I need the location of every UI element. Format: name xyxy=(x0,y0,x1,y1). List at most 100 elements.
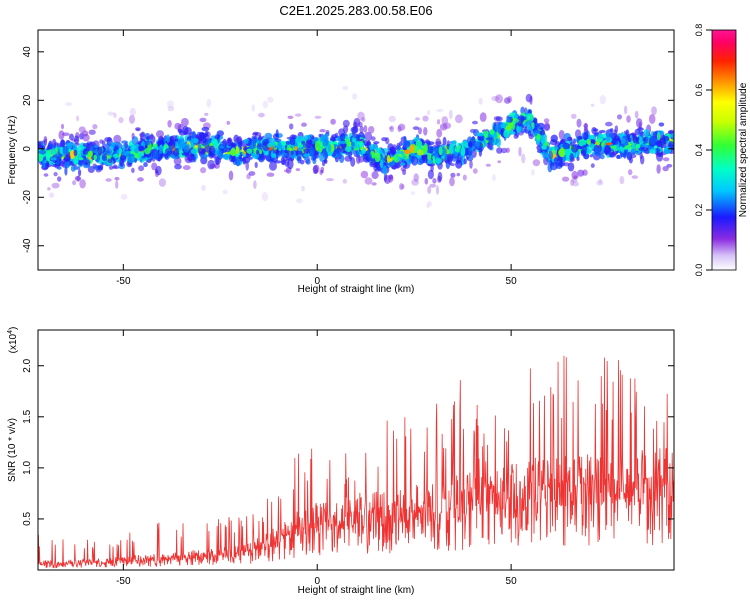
spectrogram-cell xyxy=(589,154,593,158)
spectrogram-cell xyxy=(104,147,112,156)
spectrogram-cell xyxy=(113,112,117,119)
spectrogram-cell xyxy=(207,159,215,170)
spectrogram-cell xyxy=(635,137,640,145)
spectrogram-cell xyxy=(541,145,547,150)
spectrogram-cell xyxy=(166,100,174,108)
spectrogram-cell xyxy=(614,125,619,133)
spectrogram-cell xyxy=(505,147,510,153)
spectrogram-cell xyxy=(64,157,71,162)
colorbar-tick-label: 0.0 xyxy=(694,264,704,277)
spectrogram-cell xyxy=(576,118,582,128)
spectrogram-cell xyxy=(126,153,135,157)
spectrogram-cell xyxy=(429,183,437,188)
spectrogram-cell xyxy=(84,162,88,166)
spectrogram-cell xyxy=(564,148,570,156)
spectrogram-cell xyxy=(38,150,47,155)
spectrogram-cell xyxy=(47,187,51,191)
spectrogram-cell xyxy=(253,180,257,190)
spectrogram-cell xyxy=(416,158,424,166)
spectrogram-cell xyxy=(427,153,432,162)
spectrogram-cells xyxy=(38,85,674,209)
spectrogram-cell xyxy=(229,142,237,147)
spectrogram-cell xyxy=(525,120,533,125)
spectrogram-cell xyxy=(296,150,303,155)
spectrogram-cell xyxy=(238,154,243,160)
spectrogram-cell xyxy=(469,160,473,169)
colorbar: 0.0 0.2 0.4 0.6 0.8 Normalized spectral ampl… xyxy=(694,24,749,277)
spectrogram-xtick-label: 50 xyxy=(506,276,518,287)
spectrogram-cell xyxy=(379,149,384,154)
spectrogram-cell xyxy=(562,142,570,150)
spectrogram-cell xyxy=(531,122,535,130)
spectrogram-cell xyxy=(553,157,559,165)
spectrogram-cell xyxy=(460,146,466,157)
spectrogram-cell xyxy=(361,147,366,154)
spectrogram-cell xyxy=(324,150,328,160)
snr-ytick-label: 1.5 xyxy=(22,409,33,423)
spectrogram-cell xyxy=(437,171,443,182)
spectrogram-cell xyxy=(78,126,86,133)
spectrogram-cell xyxy=(275,149,279,159)
spectrogram-cell xyxy=(356,154,361,165)
spectrogram-cell xyxy=(58,130,65,140)
spectrogram-cell xyxy=(73,149,78,157)
spectrogram-cell xyxy=(285,140,292,145)
spectrogram-cell xyxy=(303,153,310,158)
spectrogram-cell xyxy=(423,127,428,136)
spectrogram-cell xyxy=(587,139,591,145)
spectrogram-cell xyxy=(496,147,503,154)
spectrogram-cell xyxy=(436,108,444,113)
spectrogram-cell xyxy=(449,177,455,187)
snr-exponent-label: (x104) xyxy=(7,327,19,354)
spectrogram-cell xyxy=(389,126,393,130)
spectrogram-cell xyxy=(413,173,419,183)
spectrogram-cell xyxy=(571,177,578,183)
spectrogram-cell xyxy=(449,109,453,120)
spectrogram-cell xyxy=(43,173,49,177)
spectrogram-cell xyxy=(201,184,206,191)
spectrogram-cell xyxy=(368,153,372,161)
snr-ytick-label: 0.5 xyxy=(22,512,33,526)
spectrogram-cell xyxy=(313,136,319,142)
spectrogram-cell xyxy=(301,122,307,127)
spectrogram-cell xyxy=(400,167,407,172)
spectrogram-cell xyxy=(301,185,305,192)
spectrogram-cell xyxy=(254,161,258,169)
snr-line xyxy=(38,355,674,569)
spectrogram-cell xyxy=(386,154,391,164)
spectrogram-cell xyxy=(605,133,610,142)
spectrogram-cell xyxy=(398,123,406,131)
spectrogram-cell xyxy=(101,153,107,162)
spectrogram-cell xyxy=(255,149,260,155)
spectrogram-cell xyxy=(663,135,670,142)
spectrogram-cell xyxy=(396,150,405,154)
spectrogram-cell xyxy=(463,139,469,149)
spectrogram-cell xyxy=(435,157,443,164)
spectrogram-cell xyxy=(153,151,159,160)
spectrogram-cell xyxy=(599,154,605,160)
spectrogram-cell xyxy=(387,150,391,157)
spectrogram-cell xyxy=(206,98,212,108)
spectrogram-cell xyxy=(400,162,406,166)
spectrogram-cell xyxy=(226,120,231,125)
spectrogram-cell xyxy=(576,156,580,161)
spectrogram-cell xyxy=(651,106,657,116)
spectrogram-cell xyxy=(258,136,263,141)
spectrogram-cell xyxy=(193,137,197,143)
spectrogram-cell xyxy=(637,127,644,131)
spectrogram-cell xyxy=(415,140,423,150)
spectrogram-cell xyxy=(456,172,461,177)
spectrogram-cell xyxy=(204,145,212,153)
spectrogram-panel: -50 0 50 -40 -20 0 20 40 Height of straight lin… xyxy=(7,29,675,295)
spectrogram-cell xyxy=(351,93,358,100)
spectrogram-cell xyxy=(78,157,84,161)
spectrogram-cell xyxy=(131,132,135,140)
spectrogram-cell xyxy=(330,118,336,125)
spectrogram-cell xyxy=(146,135,150,141)
spectrogram-cell xyxy=(609,132,614,138)
spectrogram-cell xyxy=(415,117,420,121)
spectrogram-cell xyxy=(359,142,364,148)
spectrogram-cell xyxy=(562,176,570,182)
spectrogram-cell xyxy=(500,147,508,154)
